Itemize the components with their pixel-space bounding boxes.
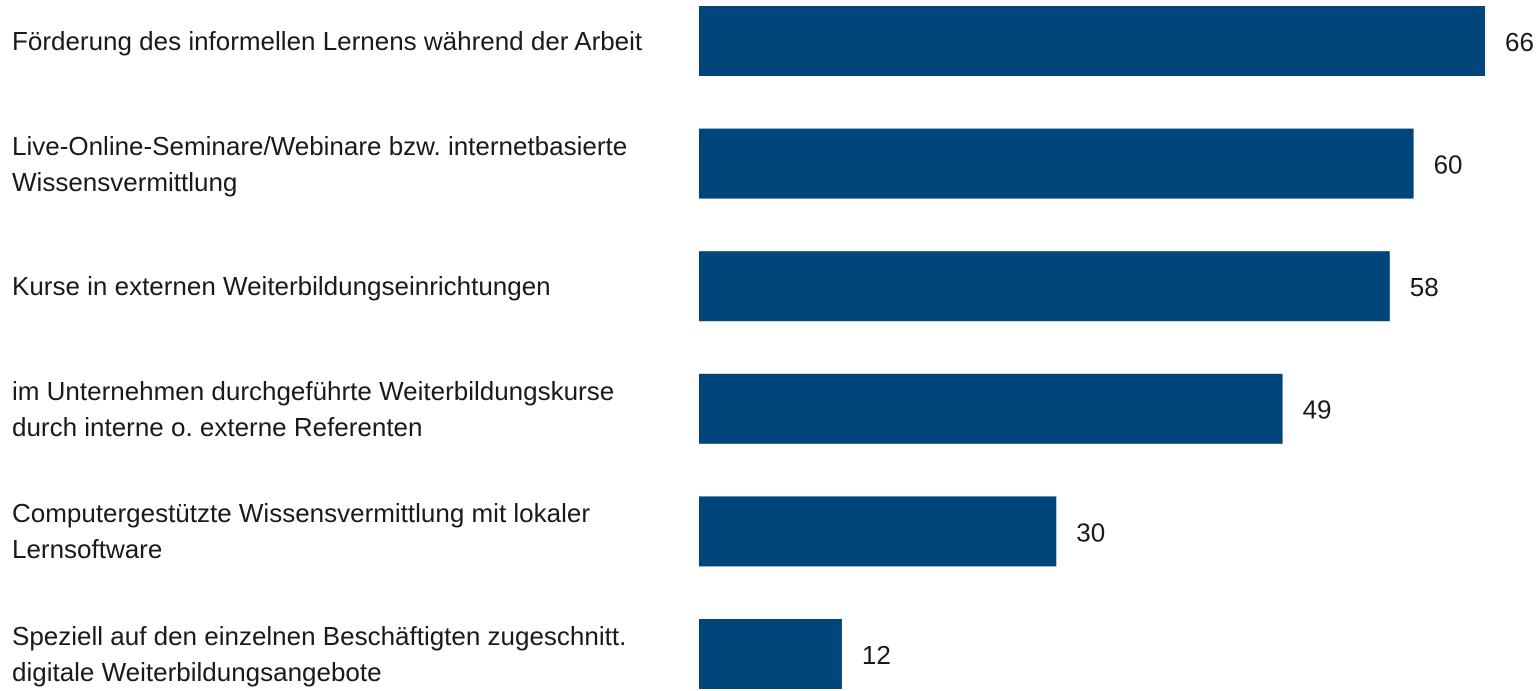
value-label: 49 — [1303, 395, 1332, 425]
value-label: 58 — [1410, 272, 1439, 302]
category-label: im Unternehmen durchgeführte Weiterbildu… — [12, 375, 615, 442]
category-label: Kurse in externen Weiterbildungseinricht… — [12, 271, 551, 302]
category-label: Speziell auf den einzelnen Beschäftigten… — [12, 621, 627, 687]
bar — [699, 496, 1057, 567]
category-label: Förderung des informellen Lernens währen… — [12, 26, 643, 56]
value-label: 66 — [1505, 27, 1534, 57]
value-label: 12 — [862, 640, 891, 670]
bar — [699, 251, 1390, 322]
bar — [699, 619, 842, 689]
value-label: 30 — [1076, 517, 1105, 547]
bar — [699, 6, 1486, 76]
bar — [699, 373, 1283, 444]
category-label: Computergestützte Wissensvermittlung mit… — [12, 498, 590, 565]
value-label: 60 — [1434, 149, 1463, 179]
category-label: Live-Online-Seminare/Webinare bzw. inter… — [12, 130, 628, 197]
bar — [699, 128, 1414, 199]
